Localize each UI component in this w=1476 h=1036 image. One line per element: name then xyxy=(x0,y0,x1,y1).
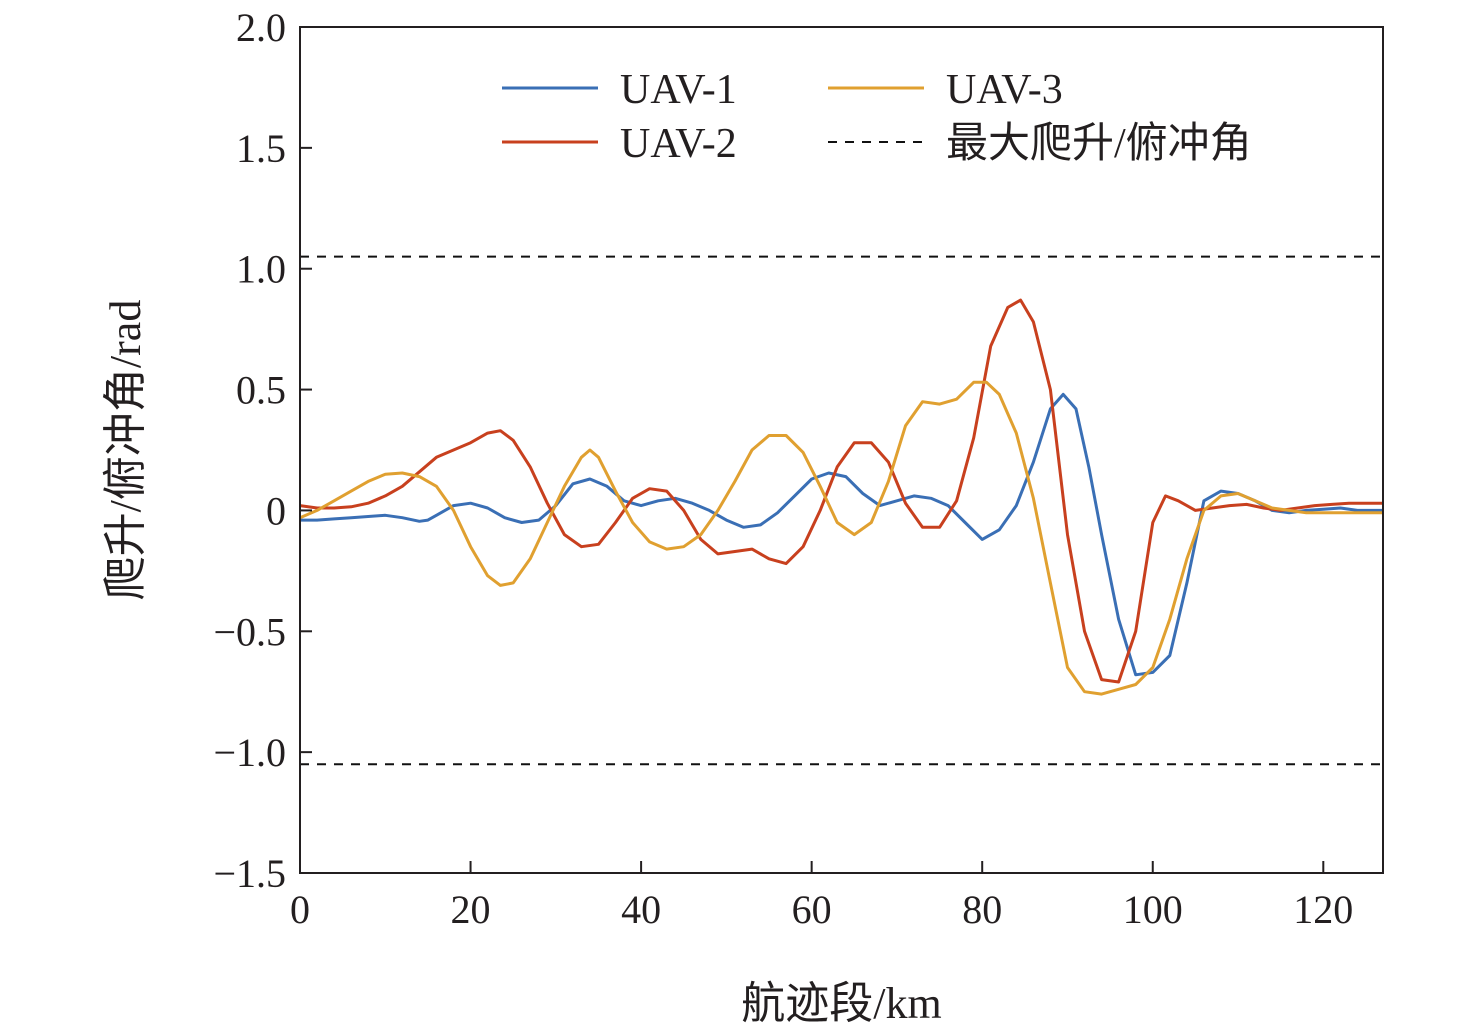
plot-frame xyxy=(299,26,1384,874)
y-tick-label: 0.5 xyxy=(236,368,286,413)
x-axis-label: 航迹段/km xyxy=(741,979,941,1028)
series-line-3 xyxy=(299,380,1383,696)
x-tick-label: 80 xyxy=(962,887,1002,932)
x-tick-label: 0 xyxy=(290,887,310,932)
y-tick-label: 1.0 xyxy=(236,247,286,292)
y-tick-label: 2.0 xyxy=(236,5,286,50)
y-axis-label: 爬升/俯冲角/rad xyxy=(101,300,150,601)
x-tick-label: 40 xyxy=(621,887,661,932)
legend-label: UAV-1 xyxy=(620,67,737,113)
x-tick-label: 20 xyxy=(451,887,491,932)
legend-label: 最大爬升/俯冲角 xyxy=(946,120,1252,167)
series-line-1 xyxy=(300,392,1383,677)
y-tick-label: −1.5 xyxy=(213,851,286,896)
y-tick-label: 1.5 xyxy=(236,126,286,171)
y-tick-label: 0 xyxy=(266,488,286,533)
x-tick-label: 120 xyxy=(1293,887,1353,932)
plot-area xyxy=(299,255,1383,766)
series-line-2 xyxy=(299,298,1383,684)
y-tick-label: −1.0 xyxy=(213,730,286,775)
axis-ticks: 0 20 40 60 80 100 120 2.0 1.5 1.0 0.5 0 −0.5 −1.0 −1.5 xyxy=(213,5,1353,932)
y-tick-label: −0.5 xyxy=(213,609,286,654)
x-tick-label: 60 xyxy=(792,887,832,932)
legend-label: UAV-3 xyxy=(946,67,1063,113)
legend-label: UAV-2 xyxy=(620,121,737,167)
legend: UAV-1 UAV-2 UAV-3 最大爬升/俯冲角 xyxy=(502,67,1252,167)
x-tick-label: 100 xyxy=(1123,887,1183,932)
